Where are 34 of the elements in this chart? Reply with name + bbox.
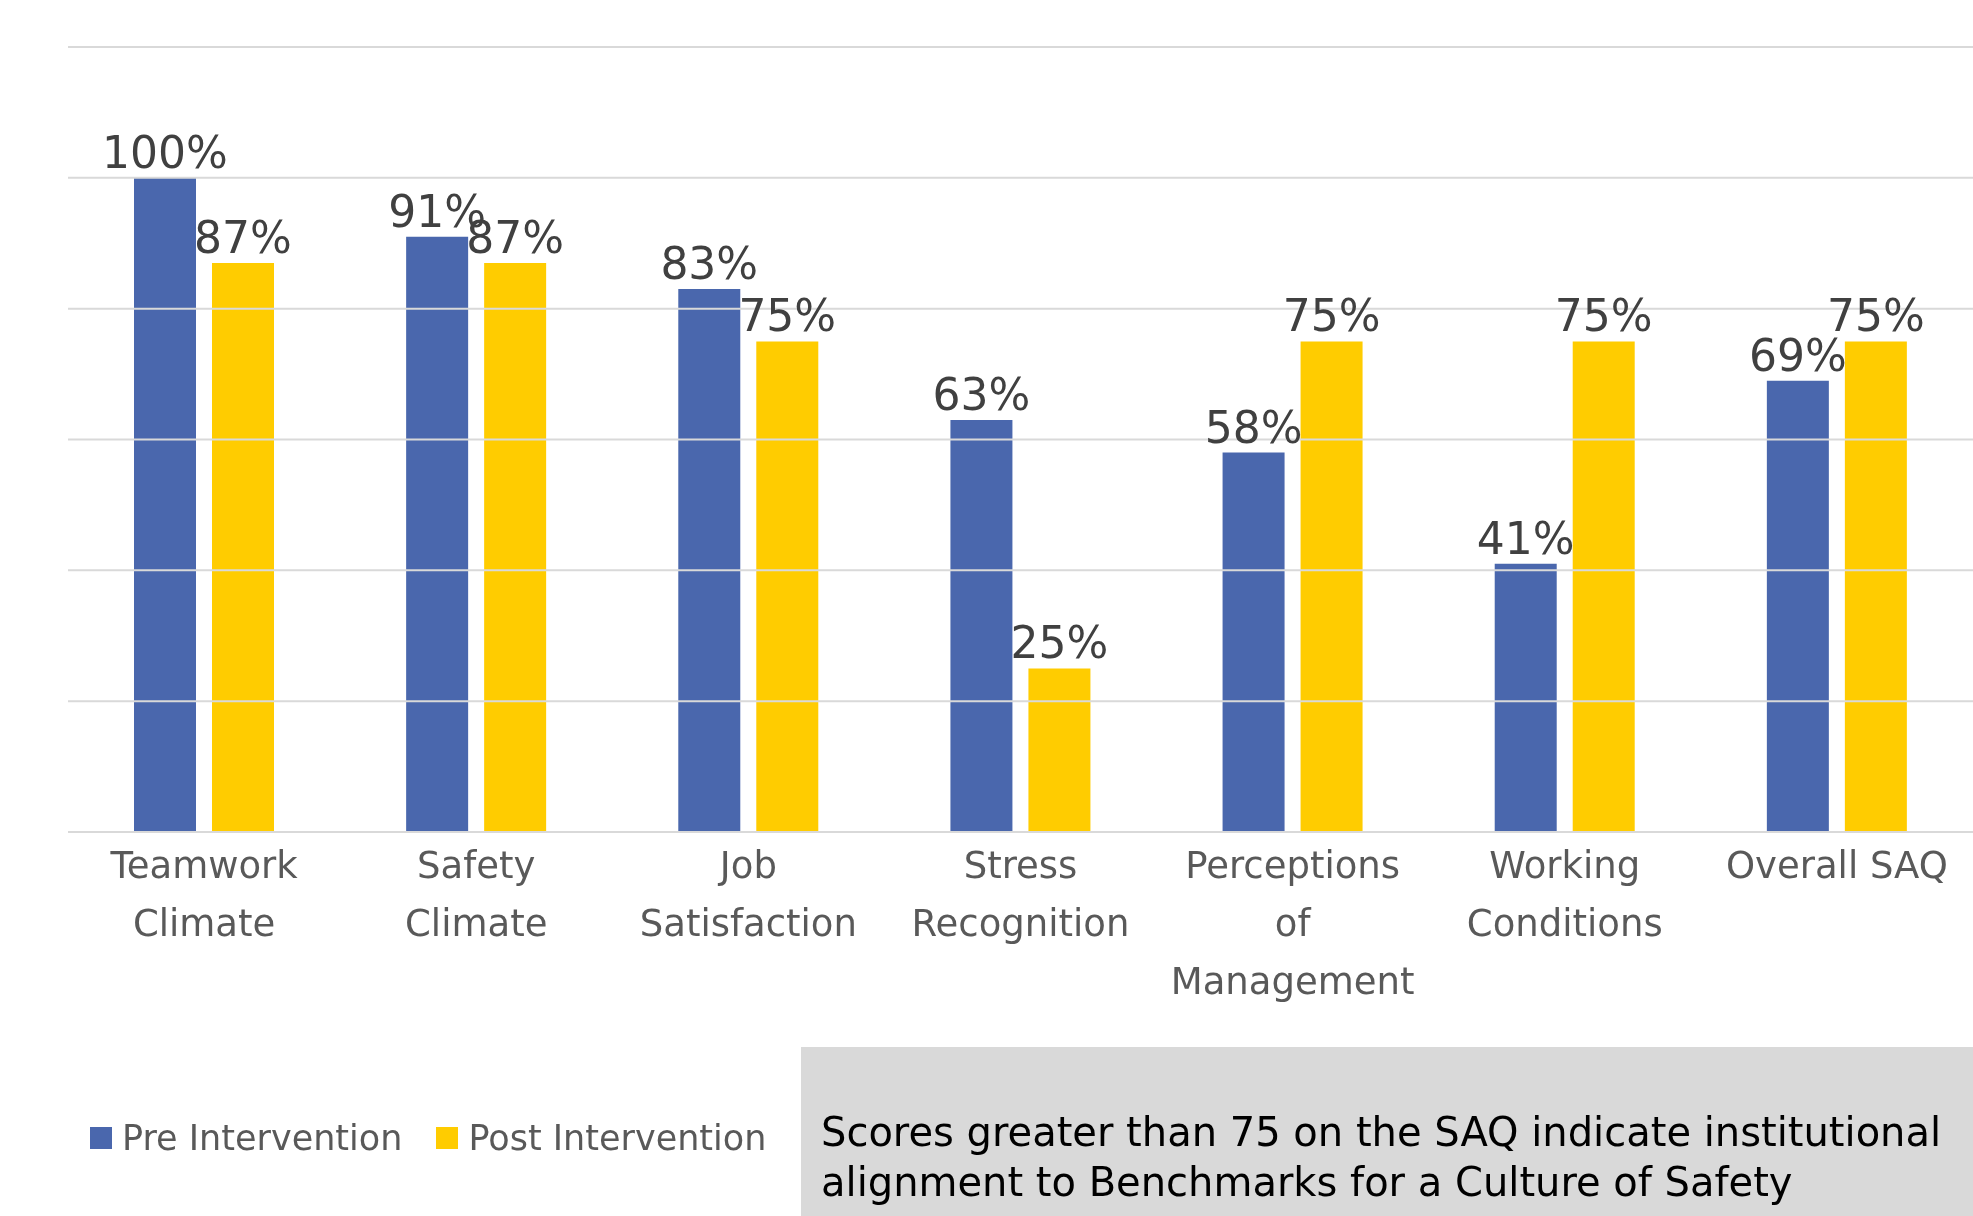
data-label: 100% (102, 126, 228, 178)
data-label: 83% (660, 238, 759, 290)
data-label: 58% (1204, 401, 1303, 453)
x-tick-label: Teamwork Climate (109, 844, 299, 945)
bar (1222, 452, 1285, 832)
data-label: 41% (1476, 512, 1575, 564)
bar (484, 262, 547, 832)
x-tick-label: Perceptions of Management (1170, 844, 1415, 1003)
x-tick-label: Stress Recognition (911, 844, 1130, 945)
data-label: 63% (932, 368, 1031, 420)
bar (756, 341, 819, 832)
bar (1300, 341, 1363, 832)
data-label: 75% (1554, 290, 1653, 342)
x-tick-label: Working Conditions (1466, 844, 1663, 945)
legend-label: Post Intervention (468, 1118, 767, 1158)
bar (950, 419, 1013, 832)
bar (678, 289, 741, 832)
x-tick-label: Overall SAQ (1725, 844, 1948, 887)
legend-label: Pre Intervention (122, 1118, 403, 1158)
text: Scores greater than 75 on the SAQ indicate institutional alignment to Benchmarks for a Culture of Safety (821, 1109, 1942, 1205)
bar (212, 262, 274, 832)
bar (1028, 668, 1091, 832)
bar (406, 236, 469, 832)
bar (1844, 341, 1907, 832)
x-tick-label: Safety Climate (405, 844, 548, 945)
bar (134, 177, 196, 832)
data-label: 87% (194, 211, 292, 263)
bar (1766, 380, 1829, 832)
data-label: 25% (1010, 617, 1109, 669)
bar (1494, 563, 1557, 832)
data-label: 75% (738, 290, 837, 342)
x-tick-label: Job Satisfaction (639, 844, 857, 945)
data-label: 75% (1282, 290, 1381, 342)
bar (1572, 341, 1635, 832)
